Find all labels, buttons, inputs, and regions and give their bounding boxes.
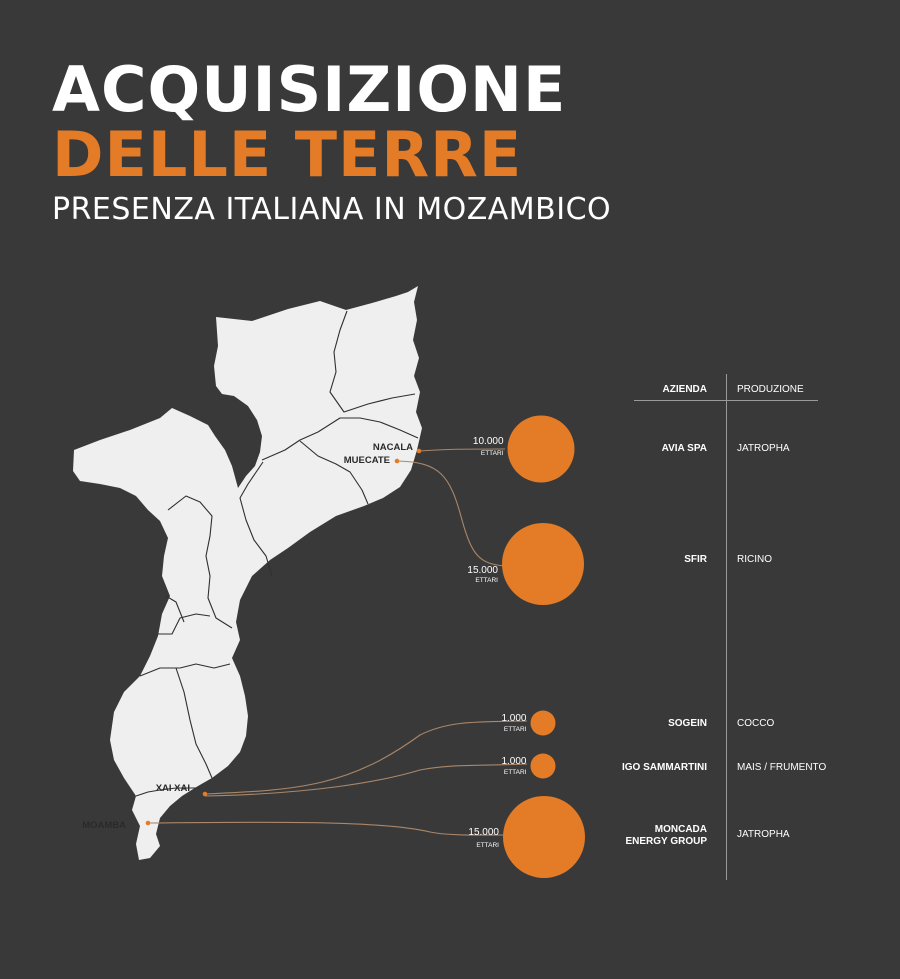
hectare-bubble bbox=[530, 753, 556, 779]
company-name: AVIA SPA bbox=[661, 443, 707, 454]
hectare-unit: ETTARI bbox=[504, 726, 527, 733]
title-block: ACQUISIZIONE DELLE TERRE PRESENZA ITALIA… bbox=[52, 58, 611, 230]
location-dot bbox=[202, 791, 208, 797]
location-label: MOAMBA bbox=[82, 820, 126, 831]
province-borders bbox=[135, 310, 419, 797]
hectare-bubbles: 10.000ETTARI15.000ETTARI1.000ETTARI1.000… bbox=[467, 415, 585, 878]
hectare-bubble bbox=[503, 796, 585, 878]
connector-line bbox=[204, 720, 528, 795]
company-name: IGO SAMMARTINI bbox=[622, 762, 707, 773]
company-name: SFIR bbox=[684, 554, 707, 565]
location-label: XAI XAI bbox=[156, 783, 190, 794]
product-name: JATROPHA bbox=[737, 443, 790, 454]
location-label: MUECATE bbox=[344, 455, 390, 466]
hectare-unit: ETTARI bbox=[475, 577, 498, 584]
company-name: MONCADA ENERGY GROUP bbox=[625, 824, 708, 847]
location-dot bbox=[145, 820, 151, 826]
hectare-bubble bbox=[530, 710, 556, 736]
hectare-value: 15.000 bbox=[467, 565, 498, 576]
location-dots bbox=[145, 448, 422, 826]
connector-line bbox=[204, 763, 528, 797]
header-product: PRODUZIONE bbox=[737, 384, 804, 395]
title-line-2: DELLE TERRE bbox=[52, 118, 523, 191]
hectare-unit: ETTARI bbox=[481, 450, 504, 457]
title-line-1: ACQUISIZIONE bbox=[52, 53, 567, 126]
connector-line bbox=[147, 821, 505, 836]
company-name: SOGEIN bbox=[668, 718, 707, 729]
hectare-value: 15.000 bbox=[468, 827, 499, 838]
mozambique-map bbox=[73, 286, 422, 860]
header-company: AZIENDA bbox=[662, 384, 707, 395]
product-name: MAIS / FRUMENTO bbox=[737, 762, 827, 773]
connector-lines bbox=[147, 448, 528, 836]
hectare-value: 1.000 bbox=[501, 756, 526, 767]
hectare-unit: ETTARI bbox=[476, 842, 499, 849]
product-name: RICINO bbox=[737, 554, 772, 565]
hectare-unit: ETTARI bbox=[504, 769, 527, 776]
product-name: JATROPHA bbox=[737, 829, 790, 840]
connector-line bbox=[418, 448, 506, 452]
hectare-bubble bbox=[507, 415, 575, 483]
product-name: COCCO bbox=[737, 718, 775, 729]
hectare-bubble bbox=[502, 523, 584, 605]
location-label: NACALA bbox=[373, 442, 413, 453]
location-labels: NACALA MUECATE XAI XAI MOAMBA bbox=[82, 442, 413, 831]
location-dot bbox=[416, 448, 422, 454]
hectare-value: 1.000 bbox=[501, 713, 526, 724]
location-dot bbox=[394, 458, 400, 464]
hectare-value: 10.000 bbox=[473, 436, 504, 447]
connector-line bbox=[396, 460, 506, 567]
subtitle: PRESENZA ITALIANA IN MOZAMBICO bbox=[52, 192, 612, 227]
column-rule bbox=[726, 374, 727, 880]
